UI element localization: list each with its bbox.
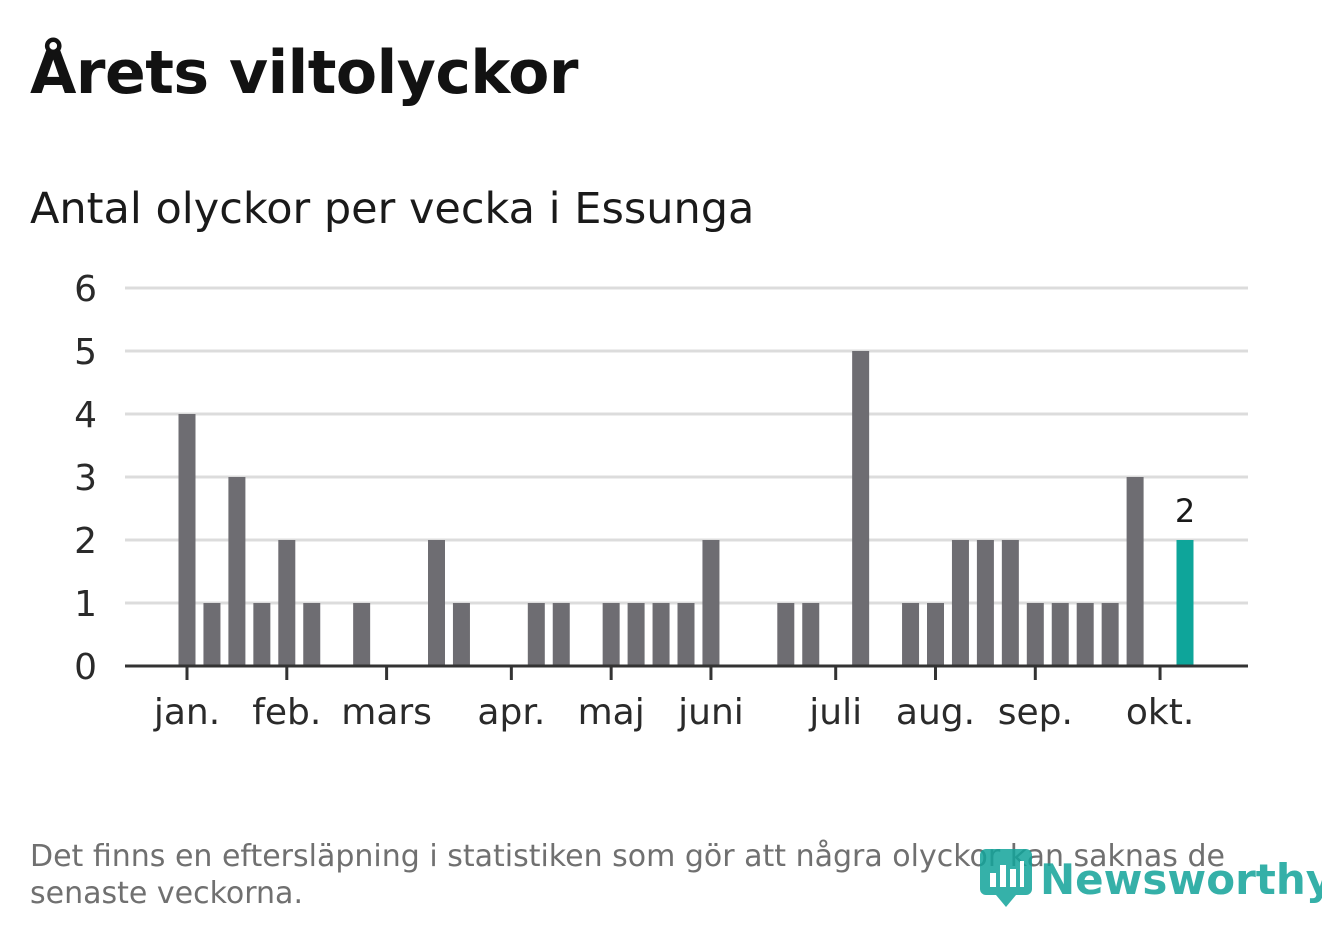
- bar: [802, 603, 820, 666]
- y-tick-label: 1: [74, 584, 97, 625]
- x-tick-label: mars: [341, 692, 432, 733]
- y-tick-label: 0: [74, 647, 97, 688]
- newsworthy-logo-icon: [980, 849, 1032, 907]
- bar: [353, 603, 371, 666]
- x-tick-label: feb.: [252, 692, 321, 733]
- data-label: 2: [1175, 492, 1195, 530]
- bar: [1076, 603, 1094, 666]
- bar: [852, 351, 870, 666]
- y-tick-label: 2: [74, 521, 97, 562]
- bar: [552, 603, 570, 666]
- x-tick-label: jan.: [153, 692, 220, 733]
- bar: [1026, 603, 1044, 666]
- bar: [278, 540, 296, 666]
- bar: [428, 540, 445, 666]
- highlight-bar: [1176, 540, 1194, 666]
- bar: [927, 603, 944, 666]
- x-tick-label: okt.: [1126, 692, 1194, 733]
- bar: [976, 540, 994, 666]
- bar: [303, 603, 321, 666]
- bar: [203, 603, 221, 666]
- bar: [178, 414, 196, 666]
- page-title: Årets viltolyckor: [30, 38, 579, 108]
- bar: [1101, 603, 1119, 666]
- y-tick-label: 3: [74, 458, 97, 499]
- bar: [902, 603, 920, 666]
- y-tick-label: 5: [74, 332, 97, 373]
- bar: [1051, 603, 1069, 666]
- bar: [677, 603, 695, 666]
- bar: [1126, 477, 1144, 666]
- x-tick-label: juni: [677, 692, 744, 733]
- y-tick-label: 6: [74, 269, 97, 310]
- bar: [627, 603, 645, 666]
- bar: [777, 603, 795, 666]
- brand-name: Newsworthy: [1040, 854, 1322, 904]
- chart-subtitle: Antal olyckor per vecka i Essunga: [30, 184, 755, 234]
- x-tick-label: apr.: [477, 692, 545, 733]
- bar: [253, 603, 271, 666]
- bar: [1001, 540, 1019, 666]
- bar: [951, 540, 969, 666]
- bar-chart: 0 1 2 3 4 5 6 2 jan. feb. mars apr. maj juni juli aug. s…: [74, 269, 1248, 733]
- bar: [602, 603, 620, 666]
- bar: [527, 603, 545, 666]
- bar: [228, 477, 246, 666]
- brand-logo: Newsworthy: [980, 848, 1322, 910]
- x-tick-label: aug.: [896, 692, 975, 733]
- bar: [452, 603, 470, 666]
- x-tick-label: maj: [578, 692, 645, 733]
- x-tick-label: sep.: [998, 692, 1073, 733]
- x-tick-label: juli: [808, 692, 862, 733]
- bar: [652, 603, 670, 666]
- bar: [702, 540, 720, 666]
- y-tick-label: 4: [74, 395, 97, 436]
